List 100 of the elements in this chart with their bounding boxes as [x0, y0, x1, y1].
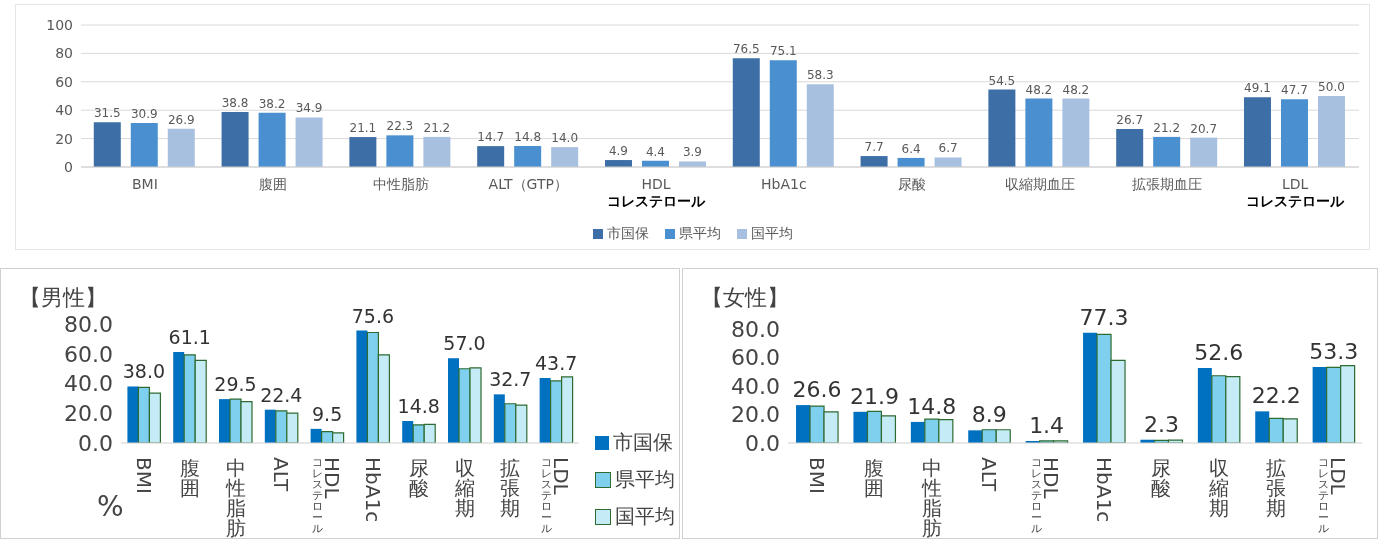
data-label: 38.2 — [258, 96, 286, 111]
data-label: 4.4 — [645, 144, 666, 159]
data-label: 61.1 — [168, 326, 211, 349]
data-label: 1.4 — [1029, 413, 1065, 439]
x-tick-label: 腹囲 — [179, 456, 200, 500]
y-tick-label: 20.0 — [731, 402, 780, 428]
data-label: 34.9 — [295, 101, 323, 116]
y-tick-label: 20 — [55, 130, 73, 147]
data-label: 49.1 — [1244, 81, 1271, 96]
y-tick-label: 60 — [55, 73, 73, 90]
data-label: 6.7 — [938, 141, 958, 156]
data-label: 2.3 — [1143, 411, 1179, 437]
x-tick-label: 尿酸 — [1151, 456, 1172, 500]
y-tick-label: 80.0 — [64, 311, 113, 337]
y-tick-label: 0 — [64, 158, 73, 175]
legend-label: 市国保 — [613, 429, 673, 456]
y-tick-label: 100 — [46, 16, 73, 33]
y-tick-label: 80 — [55, 45, 73, 62]
legend-label: 県平均 — [678, 225, 721, 243]
y-tick-label: 0.0 — [745, 430, 780, 456]
data-label: 3.9 — [682, 145, 703, 160]
x-tick-label: 拡張期 — [1265, 456, 1286, 520]
x-tick-label: 尿酸 — [408, 456, 429, 500]
chart-title: 【男性】 — [19, 284, 107, 312]
data-label: 14.8 — [514, 129, 542, 144]
data-label: 9.5 — [312, 402, 343, 425]
data-label: 4.9 — [608, 144, 629, 159]
y-tick-label: 60.0 — [64, 341, 113, 367]
x-tick-label: HDL コレステロール — [607, 176, 707, 209]
y-tick-label: 0.0 — [78, 430, 113, 456]
x-tick-label: ALT — [976, 457, 1001, 493]
x-tick-label: ALT — [269, 457, 294, 493]
data-label: 52.6 — [1194, 340, 1244, 366]
data-label: 77.3 — [1079, 304, 1129, 330]
data-label: 26.9 — [167, 112, 195, 127]
data-label: 38.0 — [122, 360, 166, 383]
x-tick-label: HbA1c — [761, 176, 807, 192]
chart-title: 【女性】 — [701, 284, 789, 312]
data-label: 58.3 — [806, 68, 834, 83]
data-label: 21.1 — [349, 121, 377, 136]
data-label: 22.3 — [386, 119, 414, 134]
y-tick-label: 40.0 — [64, 371, 113, 397]
x-tick-label: 拡張期 — [500, 456, 521, 520]
data-label: 48.2 — [1062, 82, 1090, 97]
x-tick-label: ALT（GTP） — [488, 176, 568, 192]
data-label: 43.7 — [534, 352, 578, 374]
x-tick-label: 収縮期 — [453, 456, 475, 520]
data-label: 75.1 — [769, 44, 797, 59]
data-label: 21.2 — [1153, 120, 1181, 135]
data-label: 76.5 — [732, 42, 760, 57]
data-label: 26.7 — [1116, 113, 1144, 128]
data-label: 22.2 — [1251, 383, 1301, 409]
data-label: 38.8 — [221, 95, 249, 110]
legend-label: 市国保 — [606, 225, 649, 243]
data-label: 50.0 — [1318, 80, 1345, 94]
y-tick-label: 60.0 — [731, 345, 780, 371]
data-label: 14.7 — [477, 130, 505, 145]
x-tick-label: HbA1c — [1091, 457, 1116, 523]
data-label: 7.7 — [864, 140, 884, 155]
x-tick-label: HbA1c — [360, 457, 385, 523]
legend-label: 国平均 — [750, 225, 793, 243]
data-label: 20.7 — [1190, 121, 1218, 136]
x-tick-label: 腹囲 — [258, 176, 287, 192]
x-tick-label: BMI — [804, 457, 829, 494]
data-label: 31.5 — [93, 106, 121, 121]
x-tick-label: 中性脂肪 — [920, 456, 942, 539]
data-label: 30.9 — [130, 107, 158, 122]
x-tick-label: 中性脂肪 — [224, 456, 246, 539]
y-tick-label: 40 — [55, 102, 73, 119]
data-label: 6.4 — [901, 141, 921, 156]
data-label: 57.0 — [443, 332, 486, 355]
data-label: 53.3 — [1309, 339, 1359, 365]
y-tick-label: 20.0 — [64, 401, 113, 427]
data-label: 54.5 — [988, 73, 1016, 88]
data-label: 21.9 — [849, 383, 899, 409]
x-tick-label: 拡張期血圧 — [1132, 176, 1203, 192]
data-label: 14.0 — [551, 131, 579, 146]
x-tick-label: BMI — [131, 457, 156, 494]
x-tick-label: 収縮期血圧 — [1004, 176, 1075, 192]
data-label: 22.4 — [260, 383, 303, 406]
x-tick-label: BMI — [131, 176, 158, 192]
x-tick-label: 中性脂肪 — [372, 176, 429, 192]
text: % — [97, 490, 124, 523]
y-tick-label: 40.0 — [731, 373, 780, 399]
x-tick-label: LDL コレステロール — [1246, 176, 1346, 209]
legend-label: 国平均 — [615, 503, 675, 530]
data-label: 14.8 — [397, 394, 440, 417]
x-tick-label: 収縮期 — [1207, 456, 1229, 520]
data-label: 48.2 — [1025, 82, 1053, 97]
x-tick-label: 尿酸 — [897, 176, 926, 192]
data-label: 47.7 — [1281, 83, 1308, 98]
data-label: 75.6 — [351, 304, 395, 327]
y-tick-label: 80.0 — [731, 316, 780, 342]
data-label: 14.8 — [907, 393, 957, 419]
data-label: 32.7 — [489, 368, 532, 391]
data-label: 29.5 — [214, 373, 257, 396]
data-label: 8.9 — [971, 402, 1007, 428]
data-label: 26.6 — [792, 377, 842, 403]
legend-label: 県平均 — [615, 466, 675, 493]
x-tick-label: 腹囲 — [864, 456, 885, 500]
